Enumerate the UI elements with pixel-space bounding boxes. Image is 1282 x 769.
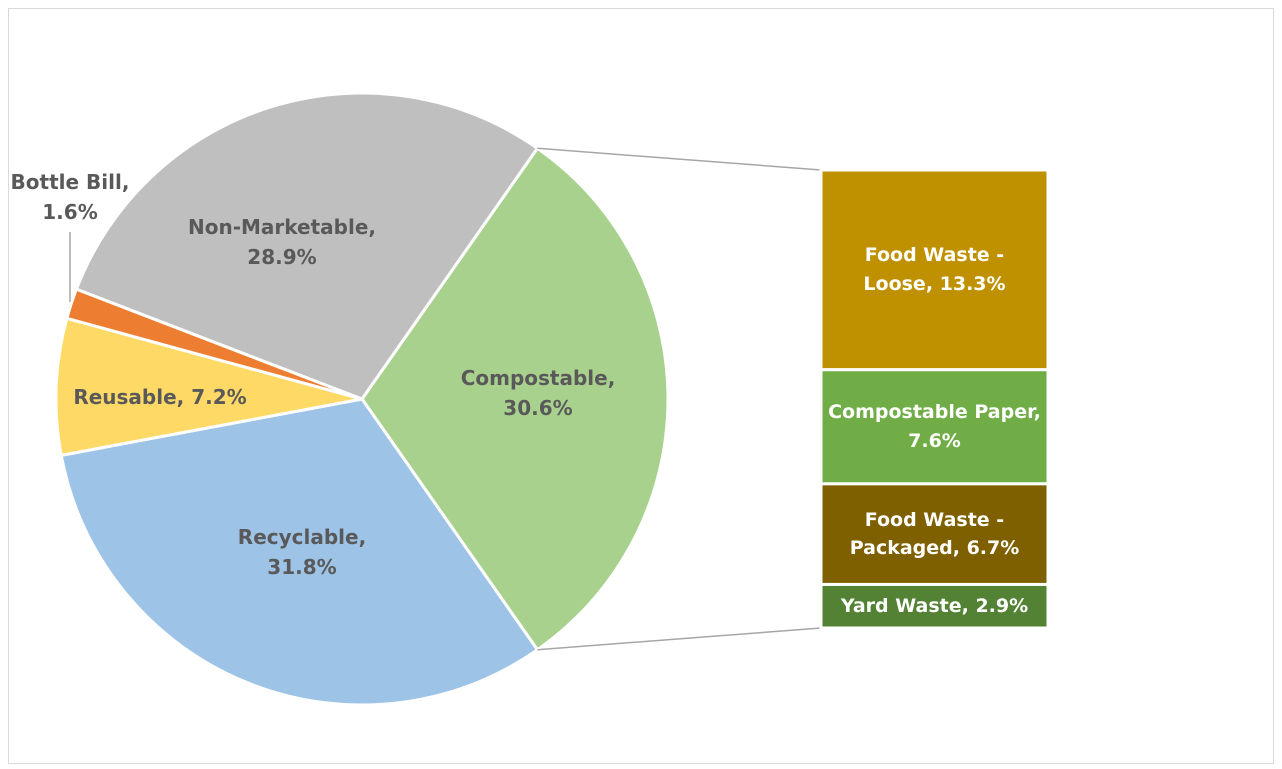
bar-label-line: Packaged, 6.7% xyxy=(849,537,1020,560)
pie-label-non-marketable: Non-Marketable, 28.9% xyxy=(188,215,376,269)
bar-label-compostable-paper: Compostable Paper, 7.6% xyxy=(821,370,1048,484)
bar-label-line: Loose, 13.3% xyxy=(863,272,1006,295)
pie xyxy=(54,91,670,707)
pie-label-bottle-bill: Bottle Bill, 1.6% xyxy=(11,170,130,224)
connector-bottom xyxy=(537,627,822,651)
pie-label-compostable: Compostable, 30.6% xyxy=(461,366,616,420)
bar-label-line: Food Waste - xyxy=(864,244,1005,267)
bar-segment-yard-waste xyxy=(819,582,1050,630)
bar-label-food-waste-packaged: Food Waste - Packaged, 6.7% xyxy=(821,484,1048,585)
pie-slice-reusable xyxy=(54,316,363,458)
pie-slice-non-marketable xyxy=(74,91,540,401)
pie-slice-compostable xyxy=(360,146,670,652)
connector-lines xyxy=(537,147,822,651)
pie-slice-recyclable xyxy=(59,397,540,707)
breakdown-bar xyxy=(819,168,1050,630)
bar-label-line: Food Waste - xyxy=(864,508,1005,531)
bar-segment-food-waste-loose xyxy=(819,168,1050,372)
bar-label-line: 7.6% xyxy=(908,429,961,452)
pie-label-recyclable: Recyclable, 31.8% xyxy=(238,525,366,579)
bar-label-line: Yard Waste, 2.9% xyxy=(840,594,1029,617)
pie-labels: Compostable, 30.6% Recyclable, 31.8% Reusabl… xyxy=(11,170,616,579)
bar-label-line: Compostable Paper, xyxy=(828,401,1041,424)
bar-label-yard-waste: Yard Waste, 2.9% xyxy=(821,584,1048,628)
bar-segment-compostable-paper xyxy=(819,368,1050,486)
bar-segment-food-waste-packaged xyxy=(819,482,1050,586)
connector-top xyxy=(537,147,822,171)
pie-label-reusable: Reusable, 7.2% xyxy=(73,385,246,409)
bar-label-food-waste-loose: Food Waste - Loose, 13.3% xyxy=(821,170,1048,370)
